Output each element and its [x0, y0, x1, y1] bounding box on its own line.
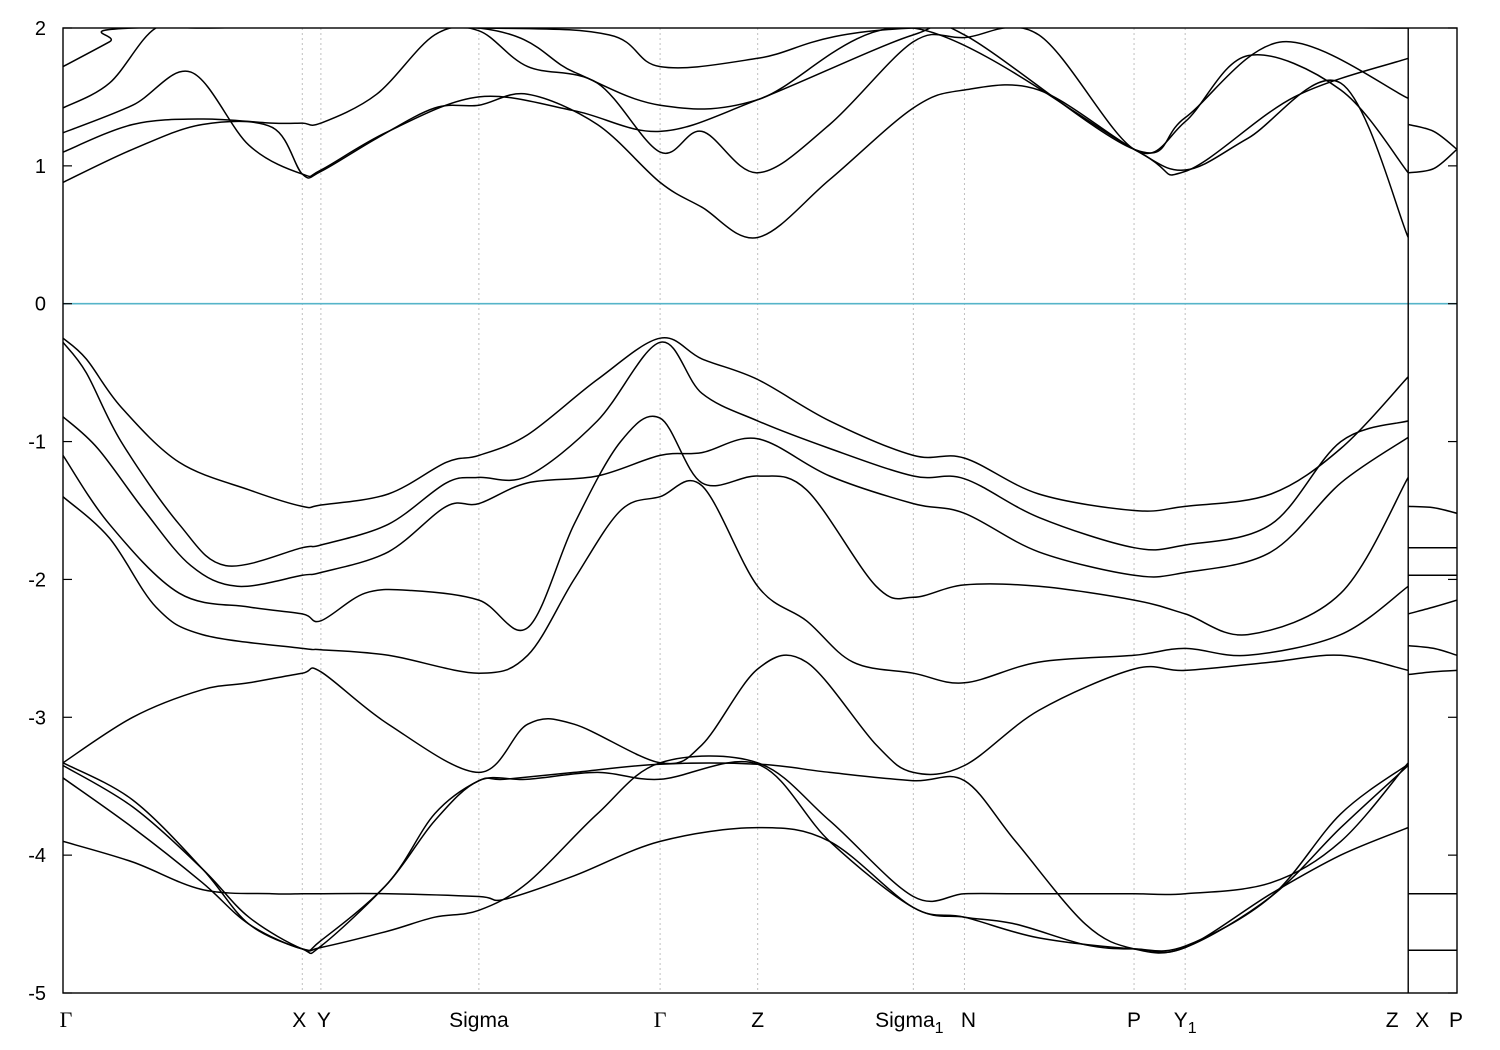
kpoint-label: Γ	[60, 1007, 73, 1032]
band-line-17	[1407, 599, 1457, 615]
band-line-5	[63, 28, 1409, 69]
band-line-18	[1408, 644, 1457, 657]
band-line-6	[1408, 123, 1457, 150]
y-tick-label: 0	[35, 294, 46, 316]
y-tick-labels: -5 -4 -3 -2 -1 0 1 2	[28, 18, 46, 1005]
band-line-23	[63, 760, 1409, 955]
kpoint-label: Z	[751, 1009, 764, 1032]
kpoint-label: Y1	[1174, 1009, 1197, 1037]
band-line-14	[1408, 505, 1457, 515]
y-tick-label: -4	[28, 845, 46, 867]
band-line-19	[1408, 669, 1457, 676]
band-line-8	[63, 337, 1409, 512]
band-line-12	[63, 479, 1409, 684]
band-line-1	[63, 79, 1409, 239]
kpoint-label: P	[1449, 1009, 1463, 1032]
band-line-7	[1408, 148, 1457, 174]
plot-frame	[62, 27, 1458, 994]
kpoint-label: Sigma1	[875, 1009, 944, 1037]
kpoint-label: X	[1415, 1009, 1429, 1032]
kpoint-labels: Γ X Y Sigma Γ Z Sigma1 N P Y1 Z X P	[60, 1007, 1463, 1037]
kpoint-grid-lines	[301, 28, 1409, 993]
kpoint-label: P	[1127, 1009, 1141, 1032]
kpoint-label: Y	[317, 1009, 331, 1032]
kpoint-label-subscript: 1	[1188, 1020, 1197, 1037]
kpoint-label: Z	[1386, 1009, 1399, 1032]
kpoint-label: X	[292, 1009, 306, 1032]
kpoint-label: N	[961, 1009, 976, 1032]
y-tick-label: -3	[28, 707, 46, 729]
band-line-4	[63, 28, 1409, 176]
band-line-3	[63, 28, 1409, 178]
y-tick-label: -2	[28, 569, 46, 591]
kpoint-label: Sigma	[449, 1009, 509, 1032]
y-tick-label: -5	[28, 983, 46, 1005]
y-tick-label: 1	[35, 156, 46, 178]
band-line-2	[63, 28, 1409, 174]
y-tick-label: 2	[35, 18, 46, 40]
band-line-9	[63, 341, 1409, 567]
y-tick-label: -1	[28, 432, 46, 454]
band-lines	[63, 28, 1457, 955]
band-line-13	[63, 654, 1409, 776]
kpoint-label-subscript: 1	[935, 1020, 944, 1037]
axes	[62, 27, 1458, 994]
kpoint-label: Γ	[654, 1007, 667, 1032]
band-line-10	[63, 416, 1409, 588]
band-line-20	[63, 755, 1409, 952]
band-line-22	[63, 826, 1409, 954]
band-line-21	[63, 762, 1409, 954]
band-line-11	[63, 415, 1409, 636]
